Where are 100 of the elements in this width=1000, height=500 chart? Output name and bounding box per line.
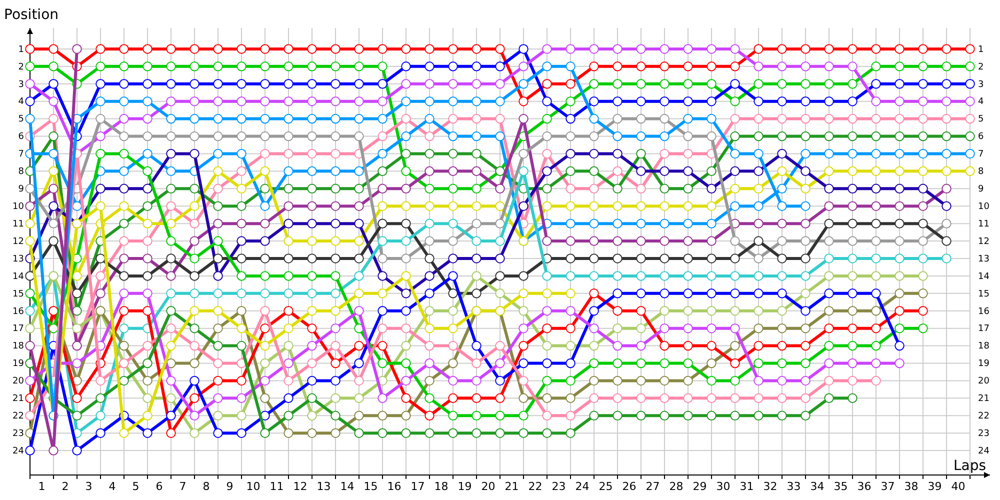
point (166, 218, 176, 228)
point (777, 201, 787, 211)
point (96, 79, 106, 89)
point (142, 166, 152, 176)
point (495, 218, 505, 228)
point (260, 271, 270, 281)
point (800, 340, 810, 351)
point (730, 131, 740, 142)
y-tick-label: 14 (12, 272, 24, 282)
point (683, 376, 693, 386)
point (378, 218, 388, 228)
point (448, 148, 458, 159)
point (612, 79, 622, 89)
point (330, 236, 340, 246)
x-tick-label: 19 (458, 480, 472, 494)
y-tick-label: 11 (12, 219, 24, 230)
point (871, 358, 881, 368)
point (894, 131, 904, 142)
point (236, 410, 246, 420)
point (942, 131, 952, 142)
point (518, 114, 528, 124)
point (848, 96, 858, 106)
point (260, 236, 270, 246)
point (448, 201, 458, 211)
point (754, 184, 764, 194)
point (589, 306, 599, 316)
point (307, 96, 317, 106)
y-axis-title: Position (4, 7, 59, 23)
point (119, 306, 129, 316)
point (354, 96, 364, 106)
x-tick-label: 1 (38, 480, 46, 494)
x-tick-label: 6 (156, 480, 163, 494)
point (848, 62, 858, 72)
point (495, 131, 505, 142)
y-tick-label: 5 (18, 114, 24, 125)
point (894, 358, 904, 368)
point (378, 96, 388, 106)
point (142, 340, 152, 351)
point (495, 44, 505, 54)
point (190, 236, 200, 246)
point (260, 201, 270, 211)
point (754, 131, 764, 142)
y2-tick-label: 9 (978, 184, 984, 195)
point (848, 393, 858, 404)
point (307, 376, 317, 386)
point (142, 254, 152, 264)
point (284, 96, 294, 106)
point (307, 148, 317, 159)
point (213, 254, 223, 264)
point (284, 306, 294, 316)
point (777, 410, 787, 420)
point (566, 288, 576, 298)
point (448, 340, 458, 351)
point (683, 340, 693, 351)
point (307, 340, 317, 351)
point (660, 236, 670, 246)
x-tick-label: 9 (226, 480, 234, 494)
point (706, 323, 716, 334)
point (800, 288, 810, 298)
point (284, 358, 294, 368)
point (495, 410, 505, 420)
point (96, 44, 106, 54)
point (166, 114, 176, 124)
point (566, 131, 576, 142)
y-tick-label: 13 (12, 254, 24, 264)
point (918, 44, 928, 54)
point (213, 340, 223, 351)
point (848, 358, 858, 368)
point (307, 184, 317, 194)
point (236, 166, 246, 176)
point (566, 358, 576, 368)
point (730, 340, 740, 351)
point (542, 271, 552, 281)
point (48, 236, 58, 246)
point (589, 114, 599, 124)
point (871, 148, 881, 159)
point (683, 79, 693, 89)
point (307, 254, 317, 264)
point (330, 44, 340, 54)
point (354, 184, 364, 194)
point (25, 446, 35, 456)
point (424, 62, 434, 72)
point (307, 306, 317, 316)
x-tick-label: 7 (179, 480, 186, 494)
point (918, 236, 928, 246)
point (754, 254, 764, 264)
point (542, 184, 552, 194)
point (660, 218, 670, 228)
point (824, 114, 834, 124)
point (706, 184, 716, 194)
y2-tick-label: 15 (978, 289, 990, 300)
point (48, 166, 58, 176)
point (942, 236, 952, 246)
point (424, 184, 434, 194)
point (683, 393, 693, 404)
point (48, 114, 58, 124)
point (683, 44, 693, 54)
point (166, 254, 176, 264)
point (401, 184, 411, 194)
y2-tick-label: 6 (978, 132, 984, 142)
